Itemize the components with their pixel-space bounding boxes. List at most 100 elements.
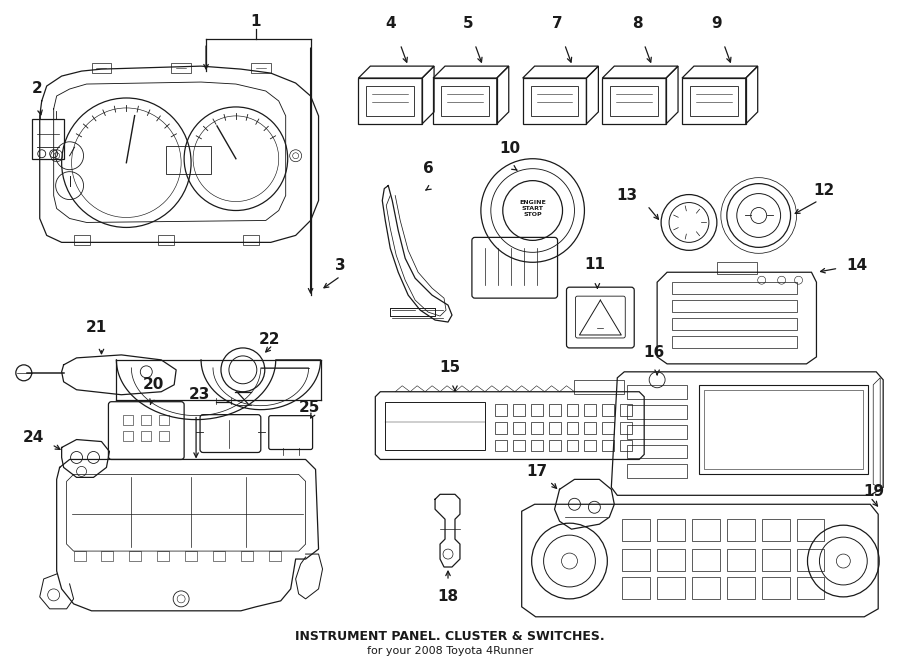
Bar — [513, 440, 525, 451]
Bar — [672, 336, 796, 348]
Text: 1: 1 — [250, 15, 261, 29]
Bar — [549, 422, 561, 434]
Bar — [692, 519, 720, 541]
Text: for your 2008 Toyota 4Runner: for your 2008 Toyota 4Runner — [367, 645, 533, 655]
Text: 15: 15 — [439, 360, 461, 375]
Text: 5: 5 — [463, 17, 473, 31]
Bar — [574, 380, 625, 394]
Bar — [672, 282, 796, 294]
Bar — [513, 404, 525, 416]
Bar — [620, 404, 632, 416]
Bar — [627, 385, 687, 399]
Bar — [531, 86, 579, 116]
Bar — [366, 86, 414, 116]
Text: 13: 13 — [616, 188, 637, 203]
Bar — [672, 300, 796, 312]
Bar — [602, 422, 615, 434]
Bar — [622, 549, 650, 571]
Bar — [622, 577, 650, 599]
Bar — [158, 551, 169, 561]
Bar — [657, 549, 685, 571]
Text: 2: 2 — [32, 81, 42, 96]
Bar — [391, 308, 435, 316]
Bar — [602, 440, 615, 451]
Bar — [269, 551, 281, 561]
Bar — [692, 577, 720, 599]
Bar — [513, 422, 525, 434]
Bar — [74, 236, 89, 246]
Bar — [74, 551, 86, 561]
Text: 10: 10 — [500, 141, 520, 156]
Bar — [130, 551, 141, 561]
Bar — [549, 404, 561, 416]
Bar — [627, 444, 687, 459]
Bar — [549, 440, 561, 451]
Text: 6: 6 — [423, 161, 434, 175]
Bar — [796, 519, 824, 541]
Bar — [243, 236, 259, 246]
Bar — [566, 440, 579, 451]
Bar — [727, 549, 755, 571]
Bar — [566, 404, 579, 416]
Bar — [159, 414, 169, 424]
Bar — [123, 430, 133, 440]
Bar — [584, 440, 597, 451]
Text: 12: 12 — [814, 183, 834, 198]
Bar — [566, 422, 579, 434]
Text: 25: 25 — [299, 400, 320, 415]
Text: ENGINE
START
STOP: ENGINE START STOP — [519, 200, 546, 217]
Bar — [796, 549, 824, 571]
Bar — [704, 390, 863, 469]
Bar — [159, 430, 169, 440]
Bar — [391, 308, 435, 316]
Bar — [102, 551, 113, 561]
Text: 8: 8 — [632, 17, 643, 31]
Bar — [391, 308, 435, 316]
Text: 17: 17 — [526, 464, 547, 479]
Text: 18: 18 — [437, 589, 459, 604]
Bar — [657, 577, 685, 599]
Bar — [627, 465, 687, 479]
Bar — [761, 577, 789, 599]
Bar — [727, 519, 755, 541]
Text: 4: 4 — [385, 17, 396, 31]
Bar — [627, 424, 687, 438]
Bar — [495, 422, 507, 434]
Bar — [761, 519, 789, 541]
Text: 7: 7 — [553, 17, 562, 31]
Bar — [699, 385, 868, 475]
Text: 3: 3 — [336, 258, 346, 273]
Bar — [584, 404, 597, 416]
Bar — [385, 402, 485, 449]
Text: 24: 24 — [22, 430, 44, 445]
Bar — [692, 549, 720, 571]
Text: 23: 23 — [188, 387, 210, 402]
Text: 22: 22 — [259, 332, 281, 348]
Bar — [495, 404, 507, 416]
Bar — [657, 519, 685, 541]
Bar — [441, 86, 489, 116]
Bar — [141, 414, 151, 424]
Bar — [622, 519, 650, 541]
Bar — [610, 86, 658, 116]
Bar — [531, 422, 543, 434]
Bar — [672, 318, 796, 330]
Text: 9: 9 — [712, 17, 722, 31]
Bar — [620, 440, 632, 451]
Bar — [690, 86, 738, 116]
Bar — [584, 422, 597, 434]
Bar — [796, 577, 824, 599]
Text: 16: 16 — [644, 345, 665, 360]
Text: 19: 19 — [863, 484, 885, 499]
Bar — [166, 146, 211, 173]
Bar — [602, 404, 615, 416]
Bar — [627, 404, 687, 418]
Text: 21: 21 — [86, 320, 107, 335]
Bar — [213, 551, 225, 561]
Bar — [185, 551, 197, 561]
Text: INSTRUMENT PANEL. CLUSTER & SWITCHES.: INSTRUMENT PANEL. CLUSTER & SWITCHES. — [295, 630, 605, 643]
Bar — [531, 440, 543, 451]
Bar — [251, 63, 271, 73]
Bar — [727, 577, 755, 599]
Bar — [158, 236, 175, 246]
